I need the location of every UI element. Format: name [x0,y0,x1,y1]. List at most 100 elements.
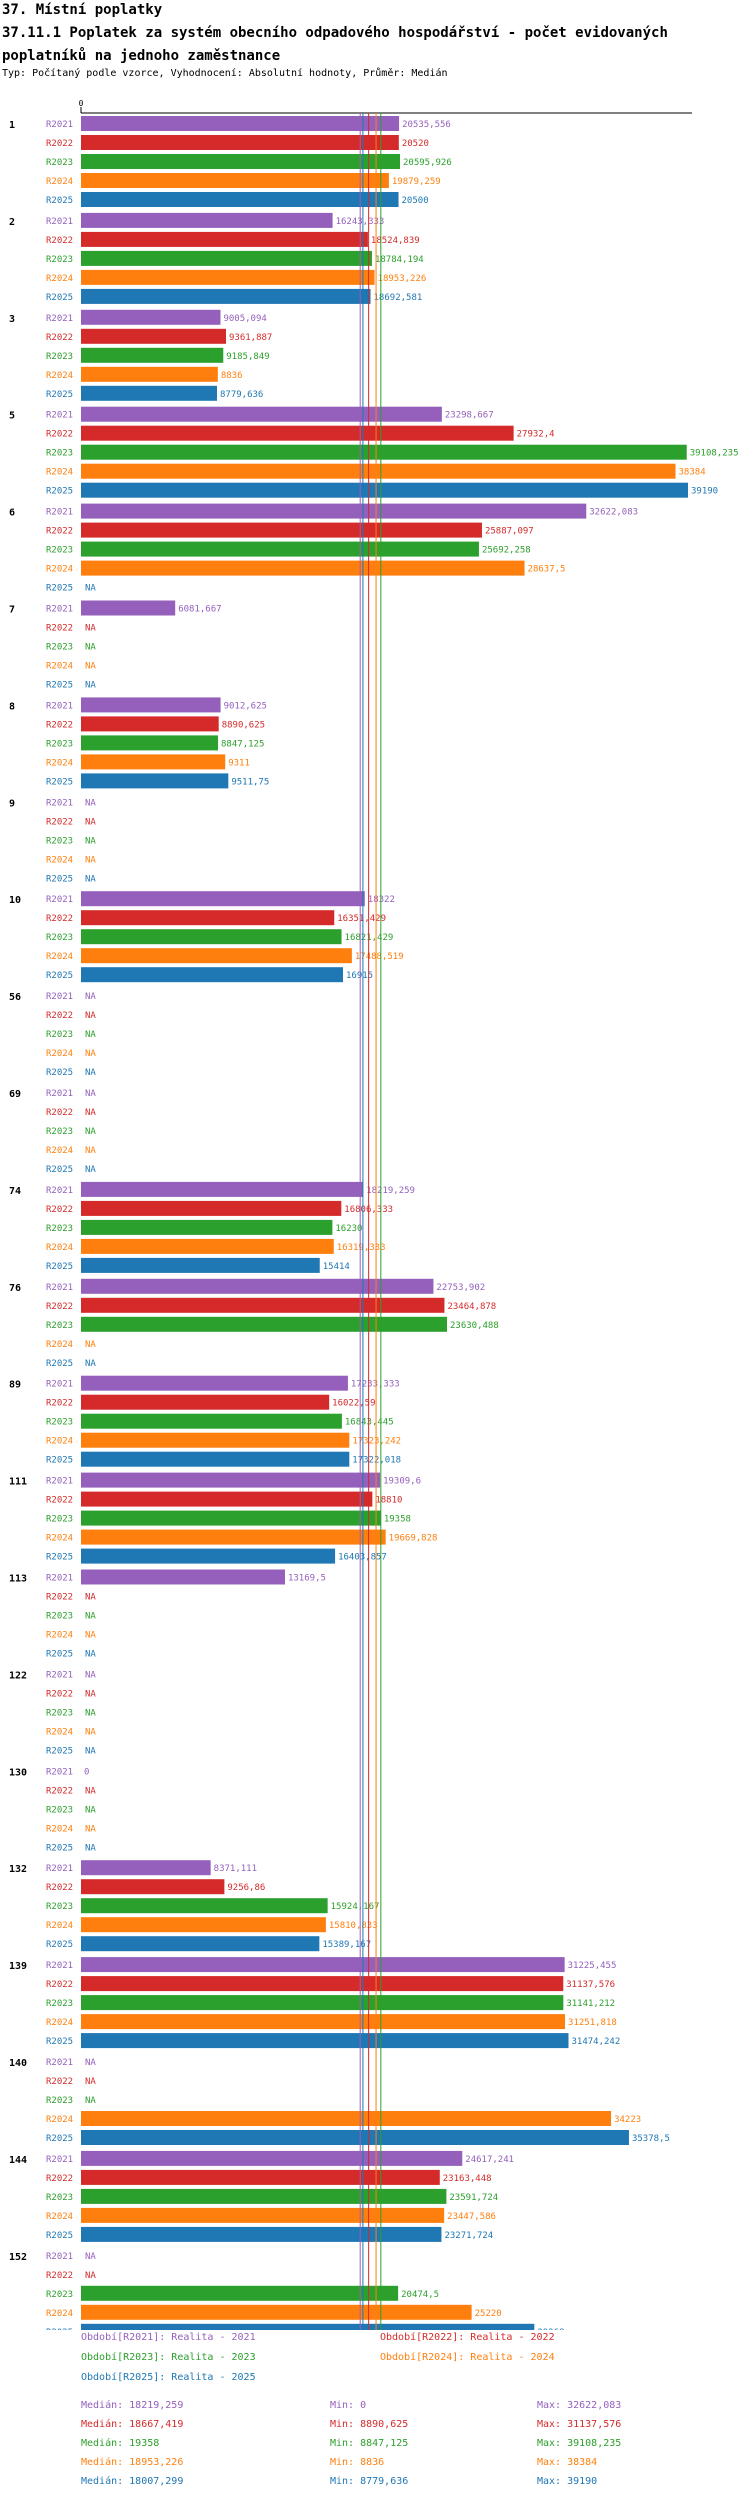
value-label: 19358 [384,1515,411,1525]
series-label: R2021 [46,2058,73,2068]
value-label: 8779,636 [220,390,263,400]
series-label: R2021 [46,895,73,905]
bar [81,1181,364,1197]
series-label: R2025 [46,1262,73,1272]
value-label: 8836 [221,371,243,381]
series-label: R2023 [46,2193,73,2203]
section-title: 37. Místní poplatky [2,2,163,18]
series-label: R2024 [46,1921,73,1931]
bar [81,910,335,926]
series-label: R2025 [46,874,73,884]
value-label: 35378,5 [632,2134,670,2144]
na-label: NA [85,624,96,634]
series-label: R2023 [46,1418,73,1428]
stat-min: Min: 0 [330,2400,367,2411]
na-label: NA [85,1593,96,1603]
legend-item: Období[R2024]: Realita - 2024 [380,2352,555,2363]
series-label: R2022 [46,1302,73,1312]
series-label: R2024 [46,1243,73,1253]
series-label: R2023 [46,1127,73,1137]
series-label: R2022 [46,1689,73,1699]
series-label: R2024 [46,662,73,672]
series-label: R2025 [46,584,73,594]
series-label: R2021 [46,411,73,421]
series-label: R2024 [46,1727,73,1737]
group-label: 122 [9,1670,27,1681]
series-label: R2025 [46,1456,73,1466]
stat-max: Max: 39108,235 [537,2438,622,2449]
na-label: NA [85,662,96,672]
stat-min: Min: 8890,625 [330,2419,409,2430]
series-label: R2025 [46,777,73,787]
series-label: R2021 [46,508,73,518]
series-label: R2025 [46,1843,73,1853]
legend-item: Období[R2022]: Realita - 2022 [380,2332,555,2343]
value-label: 8371,111 [214,1864,257,1874]
stat-median: Medián: 19358 [81,2438,160,2449]
value-label: 9012,625 [224,701,267,711]
value-label: 38384 [679,468,706,478]
na-label: NA [85,2096,96,2106]
series-label: R2023 [46,1321,73,1331]
bar [81,754,226,770]
bar [81,1432,350,1448]
series-label: R2025 [46,1165,73,1175]
na-label: NA [85,1746,96,1756]
series-label: R2025 [46,1650,73,1660]
bar [81,1316,448,1332]
series-label: R2025 [46,487,73,497]
bar [81,503,587,519]
series-label: R2021 [46,1767,73,1777]
value-label: 15810,833 [329,1921,378,1931]
value-label: 0 [84,1767,89,1777]
bar [81,929,342,945]
group-label: 6 [9,508,15,519]
value-label: 16915 [346,971,373,981]
bar [81,366,218,382]
series-label: R2023 [46,352,73,362]
series-label: R2021 [46,1477,73,1487]
bar [81,385,217,401]
bar [81,406,442,422]
value-label: 18322 [368,895,395,905]
group-label: 9 [9,798,15,809]
chart-subtitle: Typ: Počítaný podle vzorce, Vyhodnocení:… [2,68,448,79]
x-axis-zero-label: 0 [79,99,84,108]
series-label: R2022 [46,2174,73,2184]
value-label: 23447,586 [447,2212,496,2222]
series-label: R2025 [46,293,73,303]
value-label: 17233,333 [351,1380,400,1390]
series-label: R2022 [46,527,73,537]
value-label: 20500 [402,196,429,206]
na-label: NA [85,1068,96,1078]
series-label: R2023 [46,1612,73,1622]
series-label: R2025 [46,2037,73,2047]
chart-title: 37.11.1 Poplatek za systém obecního odpa… [2,25,668,64]
value-label: 8847,125 [221,739,264,749]
value-label: 9005,094 [223,314,266,324]
value-label: 6081,667 [178,605,221,615]
series-label: R2022 [46,1786,73,1796]
value-label: 23271,724 [444,2231,493,2241]
value-label: 18524,839 [371,236,420,246]
value-label: 25887,097 [485,527,534,537]
value-label: 31474,242 [571,2037,620,2047]
series-label: R2022 [46,1496,73,1506]
bar [81,269,375,285]
series-label: R2023 [46,1224,73,1234]
series-label: R2022 [46,914,73,924]
group-label: 132 [9,1864,27,1875]
bar [81,1879,225,1895]
value-label: 28637,5 [528,565,566,575]
bar [81,2014,566,2030]
series-label: R2025 [46,390,73,400]
bar [81,1510,381,1526]
series-label: R2025 [46,2328,73,2330]
bar [81,967,343,983]
series-label: R2024 [46,2018,73,2028]
series-label: R2021 [46,701,73,711]
bar [81,600,176,616]
series-label: R2025 [46,971,73,981]
na-label: NA [85,1708,96,1718]
series-label: R2021 [46,992,73,1002]
